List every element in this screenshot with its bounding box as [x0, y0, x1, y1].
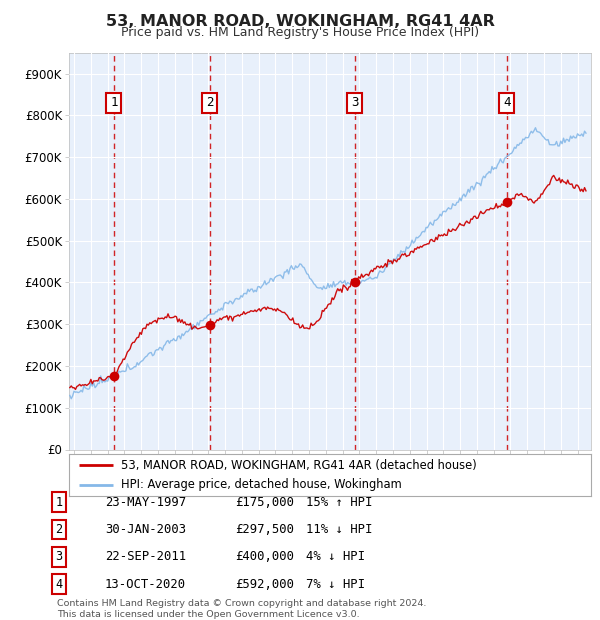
Text: 53, MANOR ROAD, WOKINGHAM, RG41 4AR (detached house): 53, MANOR ROAD, WOKINGHAM, RG41 4AR (det… [121, 459, 477, 472]
Text: 13-OCT-2020: 13-OCT-2020 [105, 578, 186, 590]
Text: £592,000: £592,000 [235, 578, 294, 590]
Text: 11% ↓ HPI: 11% ↓ HPI [306, 523, 373, 536]
Text: £297,500: £297,500 [235, 523, 294, 536]
Text: 53, MANOR ROAD, WOKINGHAM, RG41 4AR: 53, MANOR ROAD, WOKINGHAM, RG41 4AR [106, 14, 494, 29]
Text: 2: 2 [55, 523, 62, 536]
Text: 4% ↓ HPI: 4% ↓ HPI [306, 551, 365, 563]
Text: 23-MAY-1997: 23-MAY-1997 [105, 496, 186, 508]
Text: 1: 1 [55, 496, 62, 508]
Text: £175,000: £175,000 [235, 496, 294, 508]
Text: 3: 3 [55, 551, 62, 563]
Text: 3: 3 [351, 96, 358, 109]
Text: 1: 1 [110, 96, 118, 109]
Text: Price paid vs. HM Land Registry's House Price Index (HPI): Price paid vs. HM Land Registry's House … [121, 26, 479, 39]
Text: £400,000: £400,000 [235, 551, 294, 563]
Text: 7% ↓ HPI: 7% ↓ HPI [306, 578, 365, 590]
Text: 4: 4 [55, 578, 62, 590]
Text: 4: 4 [503, 96, 511, 109]
Text: 30-JAN-2003: 30-JAN-2003 [105, 523, 186, 536]
Text: 15% ↑ HPI: 15% ↑ HPI [306, 496, 373, 508]
Text: 22-SEP-2011: 22-SEP-2011 [105, 551, 186, 563]
Text: Contains HM Land Registry data © Crown copyright and database right 2024.
This d: Contains HM Land Registry data © Crown c… [57, 600, 427, 619]
Text: HPI: Average price, detached house, Wokingham: HPI: Average price, detached house, Woki… [121, 478, 402, 491]
Text: 2: 2 [206, 96, 214, 109]
